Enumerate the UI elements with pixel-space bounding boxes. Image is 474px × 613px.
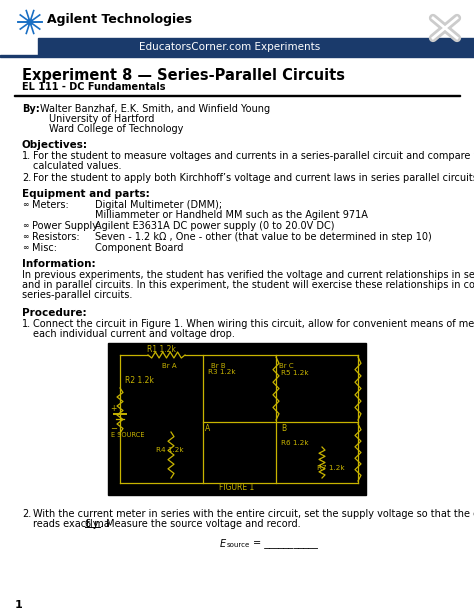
Text: series-parallel circuits.: series-parallel circuits. (22, 290, 132, 300)
Text: Power Supply:: Power Supply: (32, 221, 100, 231)
Text: Experiment 8 — Series-Parallel Circuits: Experiment 8 — Series-Parallel Circuits (22, 68, 345, 83)
Bar (0, 55, 474, 56)
Text: B: B (281, 424, 286, 433)
Bar (38, 38, 474, 56)
Text: Ward College of Technology: Ward College of Technology (49, 124, 183, 134)
Text: Misc:: Misc: (32, 243, 57, 253)
Text: +: + (110, 404, 117, 413)
Text: For the student to apply both Kirchhoff’s voltage and current laws in series par: For the student to apply both Kirchhoff’… (33, 173, 474, 183)
Text: ∞: ∞ (22, 232, 28, 241)
Text: Milliammeter or Handheld MM such as the Agilent 971A: Milliammeter or Handheld MM such as the … (95, 210, 368, 220)
Text: In previous experiments, the student has verified the voltage and current relati: In previous experiments, the student has… (22, 270, 474, 280)
Text: −: − (110, 424, 117, 433)
Text: Objectives:: Objectives: (22, 140, 88, 150)
Text: A: A (205, 424, 210, 433)
Text: R3 1.2k: R3 1.2k (208, 369, 236, 375)
Text: Agilent E3631A DC power supply (0 to 20.0V DC): Agilent E3631A DC power supply (0 to 20.… (95, 221, 335, 231)
Text: By:: By: (22, 104, 40, 114)
Text: Agilent Technologies: Agilent Technologies (47, 12, 192, 26)
Text: Connect the circuit in Figure 1. When wiring this circuit, allow for convenient : Connect the circuit in Figure 1. When wi… (33, 319, 474, 329)
Text: Walter Banzhaf, E.K. Smith, and Winfield Young: Walter Banzhaf, E.K. Smith, and Winfield… (40, 104, 270, 114)
Text: and in parallel circuits. In this experiment, the student will exercise these re: and in parallel circuits. In this experi… (22, 280, 474, 290)
Text: each individual current and voltage drop.: each individual current and voltage drop… (33, 329, 235, 339)
Text: Meters:: Meters: (32, 200, 69, 210)
Text: = ___________: = ___________ (253, 539, 318, 549)
Text: Br C: Br C (279, 363, 293, 369)
Text: Br A: Br A (162, 363, 177, 369)
Circle shape (27, 20, 33, 25)
Text: For the student to measure voltages and currents in a series-parallel circuit an: For the student to measure voltages and … (33, 151, 474, 161)
Text: With the current meter in series with the entire circuit, set the supply voltage: With the current meter in series with th… (33, 509, 474, 519)
Text: 1.: 1. (22, 151, 31, 161)
Text: ∞: ∞ (22, 200, 28, 209)
Bar (0, 0, 474, 56)
Text: ∞: ∞ (22, 221, 28, 230)
Text: R6 1.2k: R6 1.2k (281, 440, 309, 446)
Text: Procedure:: Procedure: (22, 308, 87, 318)
Text: 1.: 1. (22, 319, 31, 329)
Text: 1: 1 (15, 600, 23, 610)
Text: 2.: 2. (22, 173, 31, 183)
Text: R2 1.2k: R2 1.2k (125, 376, 154, 385)
Text: E: E (220, 539, 226, 549)
Text: Br B: Br B (211, 363, 226, 369)
Text: R7 1.2k: R7 1.2k (317, 465, 345, 471)
Text: R5 1.2k: R5 1.2k (281, 370, 309, 376)
Text: University of Hartford: University of Hartford (49, 114, 155, 124)
Text: . Measure the source voltage and record.: . Measure the source voltage and record. (100, 519, 301, 529)
Text: 6 ma: 6 ma (85, 519, 110, 529)
Text: Information:: Information: (22, 259, 96, 269)
Bar (108, 343, 366, 495)
Text: source: source (227, 542, 250, 548)
Text: Digital Multimeter (DMM);: Digital Multimeter (DMM); (95, 200, 222, 210)
Text: Component Board: Component Board (95, 243, 183, 253)
Text: Seven - 1.2 kΩ , One - other (that value to be determined in step 10): Seven - 1.2 kΩ , One - other (that value… (95, 232, 432, 242)
Text: Resistors:: Resistors: (32, 232, 80, 242)
Text: EL 111 - DC Fundamentals: EL 111 - DC Fundamentals (22, 82, 165, 92)
Text: Equipment and parts:: Equipment and parts: (22, 189, 150, 199)
Text: EducatorsCorner.com Experiments: EducatorsCorner.com Experiments (139, 42, 320, 52)
Text: 2.: 2. (22, 509, 31, 519)
Text: ∞: ∞ (22, 243, 28, 252)
Text: R1 1.2k: R1 1.2k (147, 345, 176, 354)
Text: reads exactly: reads exactly (33, 519, 101, 529)
Text: FIGURE 1: FIGURE 1 (219, 483, 255, 492)
Text: E SOURCE: E SOURCE (111, 432, 145, 438)
Bar (14, 95, 460, 96)
Text: R4 1.2k: R4 1.2k (156, 447, 183, 453)
Text: calculated values.: calculated values. (33, 161, 121, 171)
